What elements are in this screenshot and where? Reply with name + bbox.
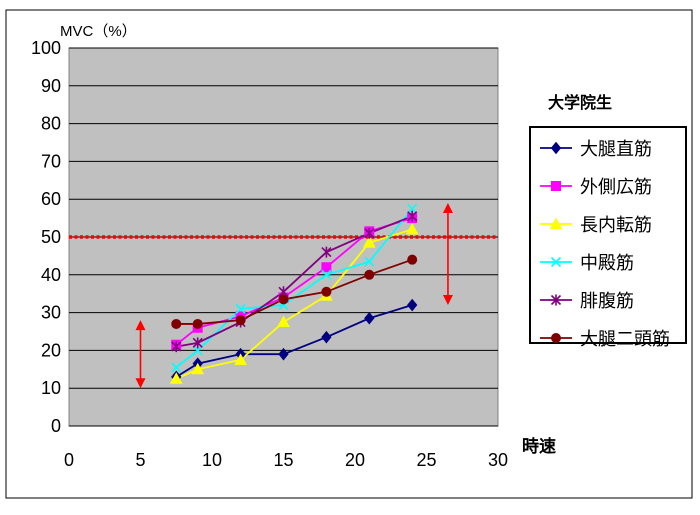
y-tick-50: 50 xyxy=(41,227,61,247)
data-point-5-4 xyxy=(321,286,332,297)
x-tick-0: 0 xyxy=(64,450,74,470)
y-tick-100: 100 xyxy=(31,38,61,58)
y-tick-20: 20 xyxy=(41,340,61,360)
legend-label-0: 大腿直筋 xyxy=(580,139,652,159)
y-axis-label: MVC（%） xyxy=(60,23,137,40)
legend-label-1: 外側広筋 xyxy=(580,177,652,197)
data-point-3-2 xyxy=(235,303,246,314)
range-arrow-head-top-1 xyxy=(442,202,453,213)
data-point-4-0 xyxy=(171,341,182,353)
x-tick-20: 20 xyxy=(345,450,365,470)
data-point-4-6 xyxy=(407,210,418,222)
data-point-2-6 xyxy=(405,222,419,235)
data-point-0-5 xyxy=(364,311,375,325)
legend-marker-2 xyxy=(549,217,563,229)
x-tick-10: 10 xyxy=(202,450,222,470)
legend-label-3: 中殿筋 xyxy=(580,253,634,273)
legend-label-2: 長内転筋 xyxy=(580,215,652,235)
data-point-2-2 xyxy=(234,353,247,365)
legend-marker-4 xyxy=(550,294,562,306)
data-point-5-2 xyxy=(235,315,246,326)
x-axis-label: 時速 xyxy=(522,436,556,456)
data-point-0-4 xyxy=(321,330,332,344)
range-arrow-head-bottom-0 xyxy=(135,378,146,389)
legend-label-5: 大腿二頭筋 xyxy=(580,329,670,349)
data-point-2-3 xyxy=(277,315,290,328)
legend-title: 大学院生 xyxy=(548,93,612,112)
x-tick-labels: 0 5 10 15 20 25 30 xyxy=(64,450,508,470)
data-point-4-5 xyxy=(364,227,375,239)
y-tick-0: 0 xyxy=(51,416,61,436)
y-tick-40: 40 xyxy=(41,265,61,285)
legend-label-4: 腓腹筋 xyxy=(580,291,634,311)
data-point-0-6 xyxy=(407,298,418,312)
data-point-5-3 xyxy=(278,294,289,305)
y-tick-labels: 0 10 20 30 40 50 60 70 80 90 100 xyxy=(31,38,61,436)
x-tick-15: 15 xyxy=(273,450,293,470)
data-point-3-5 xyxy=(364,256,375,267)
data-point-5-1 xyxy=(192,318,203,329)
range-arrow-head-top-0 xyxy=(135,320,146,331)
legend-marker-1 xyxy=(551,181,561,191)
range-arrow-head-bottom-1 xyxy=(442,295,453,306)
data-point-3-6 xyxy=(407,203,418,214)
data-point-4-4 xyxy=(321,246,332,258)
data-point-0-3 xyxy=(278,347,289,361)
x-tick-25: 25 xyxy=(416,450,436,470)
series-markers xyxy=(169,203,419,384)
legend-marker-3 xyxy=(550,256,562,268)
y-tick-90: 90 xyxy=(41,76,61,96)
x-tick-30: 30 xyxy=(488,450,508,470)
y-tick-80: 80 xyxy=(41,114,61,134)
y-tick-60: 60 xyxy=(41,189,61,209)
data-point-3-1 xyxy=(192,345,203,356)
y-tick-70: 70 xyxy=(41,151,61,171)
data-point-5-0 xyxy=(171,318,182,329)
y-tick-30: 30 xyxy=(41,303,61,323)
data-point-2-0 xyxy=(169,372,183,384)
legend-box xyxy=(529,126,687,344)
range-arrows xyxy=(135,202,453,389)
legend-marker-5 xyxy=(551,333,561,343)
data-point-1-4 xyxy=(321,262,332,273)
x-tick-5: 5 xyxy=(135,450,145,470)
y-tick-10: 10 xyxy=(41,378,61,398)
data-point-2-1 xyxy=(191,362,205,375)
data-point-3-0 xyxy=(171,362,182,373)
data-point-5-5 xyxy=(364,269,375,280)
data-point-2-5 xyxy=(362,236,376,248)
data-point-5-6 xyxy=(407,254,418,265)
data-point-3-4 xyxy=(321,269,332,280)
legend-marker-0 xyxy=(550,141,562,155)
data-point-4-1 xyxy=(192,337,203,349)
